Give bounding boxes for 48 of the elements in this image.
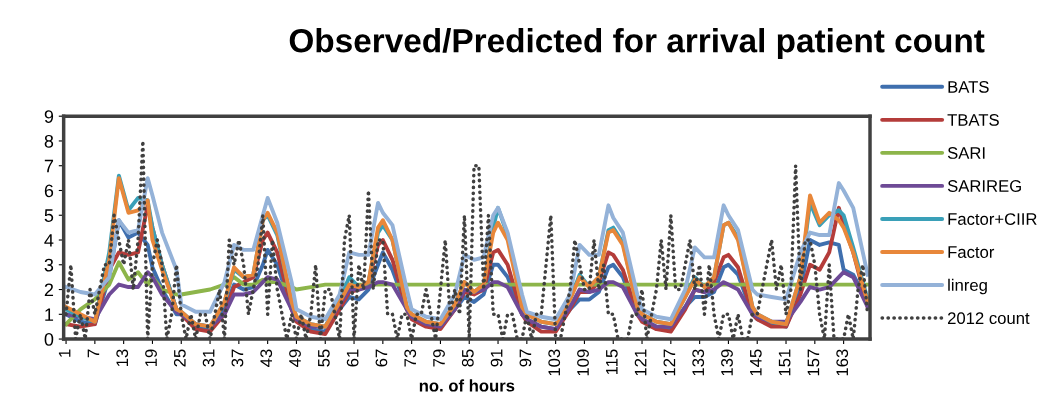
x-tick-label: 43 <box>260 349 273 367</box>
legend-label: SARI <box>947 147 985 159</box>
legend-label: 2012 count <box>947 312 1030 325</box>
x-tick-label: 19 <box>145 349 157 367</box>
x-tick-label: 163 <box>836 349 849 376</box>
y-tick-label: 6 <box>44 184 54 198</box>
x-tick-label: 139 <box>721 349 733 376</box>
y-tick-label: 4 <box>44 234 54 247</box>
x-tick-label: 103 <box>548 349 561 376</box>
x-tick-label: 127 <box>663 349 676 376</box>
x-tick-label: 7 <box>87 349 100 358</box>
x-axis-title: no. of hours <box>419 379 515 392</box>
legend-label: Factor+CIIR <box>948 213 1037 225</box>
y-tick-label: 3 <box>44 258 54 272</box>
x-tick-label: 115 <box>606 349 618 375</box>
x-tick-label: 79 <box>433 349 445 367</box>
x-tick-label: 49 <box>289 349 301 367</box>
legend-label: linreg <box>948 278 987 295</box>
legend-label: TBATS <box>947 114 999 126</box>
x-tick-label: 25 <box>173 349 186 367</box>
x-tick-label: 157 <box>807 349 820 376</box>
chart-title: Observed/Predicted for arrival patient count <box>289 28 985 60</box>
x-tick-label: 151 <box>778 349 791 376</box>
x-tick-label: 31 <box>202 349 215 367</box>
x-tick-label: 109 <box>577 349 589 376</box>
y-tick-label: 9 <box>44 110 54 123</box>
y-tick-label: 0 <box>44 332 54 346</box>
legend-label: BATS <box>948 80 989 93</box>
y-tick-label: 8 <box>44 134 54 148</box>
x-tick-label: 73 <box>404 349 417 367</box>
x-tick-label: 37 <box>231 349 244 367</box>
legend-label: SARIREG <box>947 180 1021 192</box>
y-tick-label: 1 <box>45 308 54 321</box>
x-tick-label: 1 <box>58 349 71 357</box>
y-tick-label: 5 <box>44 209 54 222</box>
x-tick-label: 133 <box>692 349 705 376</box>
y-tick-label: 2 <box>44 283 54 297</box>
legend-label: Factor <box>948 246 995 258</box>
x-tick-label: 61 <box>346 349 359 367</box>
x-tick-label: 55 <box>318 349 330 367</box>
y-tick-label: 7 <box>44 159 54 173</box>
x-tick-label: 85 <box>461 349 474 367</box>
x-tick-label: 13 <box>116 349 129 367</box>
x-tick-label: 145 <box>750 349 762 376</box>
x-tick-label: 97 <box>519 349 532 367</box>
x-tick-label: 91 <box>490 349 503 367</box>
x-tick-label: 121 <box>634 349 647 376</box>
x-tick-label: 67 <box>375 349 388 367</box>
